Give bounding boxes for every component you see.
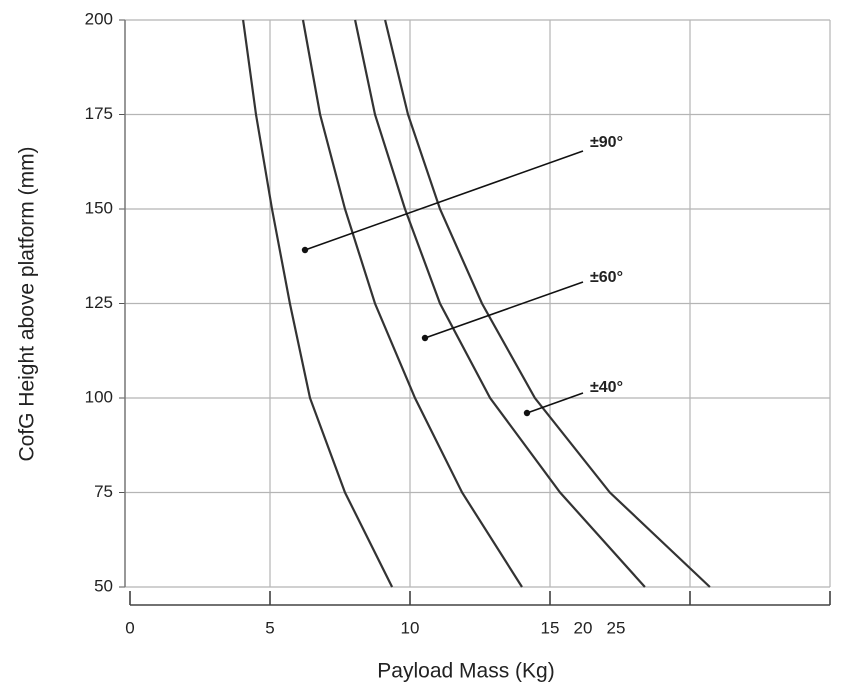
annotation-pointer bbox=[424, 281, 584, 339]
y-tick-label: 175 bbox=[85, 104, 113, 123]
y-tick-label: 75 bbox=[94, 482, 113, 501]
x-axis-label: Payload Mass (Kg) bbox=[377, 660, 554, 683]
curve bbox=[354, 19, 646, 588]
x-tick-label: 0 bbox=[125, 618, 134, 637]
annotation-dot bbox=[523, 409, 531, 417]
annotation-dot bbox=[421, 334, 429, 342]
curve bbox=[384, 19, 711, 588]
y-tick-label: 100 bbox=[85, 387, 113, 406]
annotation-pointer bbox=[304, 150, 584, 251]
annotation-pointer bbox=[526, 392, 584, 414]
x-tick-label: 10 bbox=[401, 618, 420, 637]
annotation: ±40° bbox=[590, 379, 623, 396]
curve bbox=[242, 19, 394, 588]
curve bbox=[301, 19, 523, 588]
y-axis-label: CofG Height above platform (mm) bbox=[16, 146, 39, 461]
x-tick-label: 20 bbox=[574, 618, 593, 637]
annotation: ±60° bbox=[590, 269, 623, 286]
x-tick-label: 5 bbox=[265, 618, 274, 637]
x-tick-label: 15 bbox=[541, 618, 560, 637]
y-tick-label: 200 bbox=[85, 9, 113, 28]
y-tick-label: 125 bbox=[85, 293, 113, 312]
annotation: ±90° bbox=[590, 134, 623, 151]
annotation-dot bbox=[301, 246, 309, 254]
y-tick-label: 150 bbox=[85, 198, 113, 217]
y-tick-label: 50 bbox=[94, 576, 113, 595]
x-tick-label: 25 bbox=[607, 618, 626, 637]
